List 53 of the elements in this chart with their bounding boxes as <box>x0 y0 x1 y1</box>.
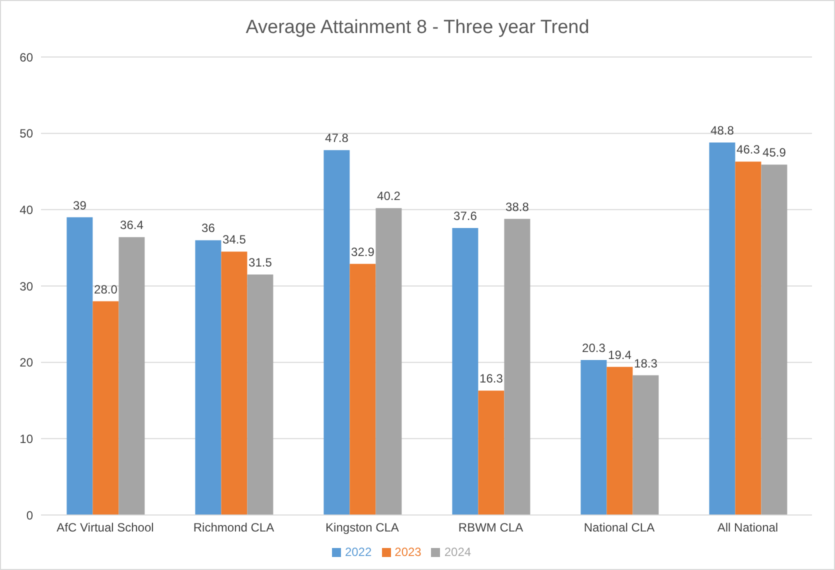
data-label: 19.4 <box>608 348 632 362</box>
bar <box>761 164 788 515</box>
x-tick-label: AfC Virtual School <box>56 520 154 535</box>
bar <box>735 162 762 515</box>
x-tick-label: All National <box>717 520 778 535</box>
data-label: 20.3 <box>582 341 606 356</box>
bar <box>478 390 504 515</box>
bar <box>452 228 478 515</box>
data-label: 48.8 <box>710 123 734 138</box>
x-tick-label: Kingston CLA <box>326 520 399 535</box>
bar <box>92 301 119 515</box>
data-label: 40.2 <box>377 189 401 204</box>
bar <box>247 274 274 515</box>
data-label: 45.9 <box>762 146 786 160</box>
bar <box>376 208 402 515</box>
data-label: 38.8 <box>506 200 530 214</box>
data-label: 28.0 <box>94 282 118 296</box>
bar <box>606 366 633 515</box>
data-label: 31.5 <box>248 256 272 270</box>
y-tick-label: 60 <box>20 50 34 64</box>
bar <box>504 218 530 515</box>
bar <box>221 252 248 515</box>
data-label: 47.8 <box>325 131 349 146</box>
bar <box>632 375 659 515</box>
bar <box>709 142 736 515</box>
x-tick-label: Richmond CLA <box>193 520 274 535</box>
x-tick-label: RBWM CLA <box>458 520 524 535</box>
chart-title: Average Attainment 8 - Three year Trend <box>244 17 590 40</box>
y-tick-label: 50 <box>20 126 34 141</box>
data-label: 36 <box>202 221 216 236</box>
x-tick-label: National CLA <box>584 520 655 535</box>
data-label: 46.3 <box>736 142 760 157</box>
y-tick-label: 20 <box>20 356 34 370</box>
y-tick-label: 30 <box>20 279 34 294</box>
y-tick-label: 0 <box>26 508 34 522</box>
y-tick-label: 10 <box>20 432 34 446</box>
bar <box>195 240 222 515</box>
data-label: 39 <box>73 198 87 212</box>
data-label: 18.3 <box>634 356 658 370</box>
data-label: 34.5 <box>222 232 246 247</box>
legend-label: 2022 <box>344 545 372 559</box>
data-label: 16.3 <box>480 372 504 386</box>
data-label: 36.4 <box>120 218 144 232</box>
data-label: 32.9 <box>351 244 375 259</box>
data-label: 37.6 <box>454 208 478 223</box>
legend-label: 2024 <box>444 545 472 559</box>
y-tick-label: 40 <box>20 202 34 217</box>
bar <box>66 217 93 515</box>
bar <box>118 237 145 515</box>
bar <box>350 264 376 515</box>
bar <box>324 150 350 515</box>
bar <box>580 360 607 515</box>
legend-label: 2023 <box>394 545 422 559</box>
